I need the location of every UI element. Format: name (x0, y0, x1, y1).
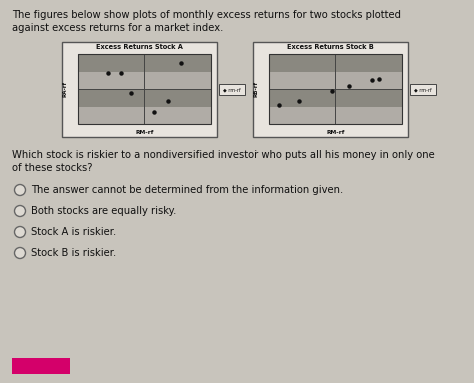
Text: RA-rf: RA-rf (63, 81, 67, 97)
Text: RM-rf: RM-rf (326, 130, 345, 135)
Text: Both stocks are equally risky.: Both stocks are equally risky. (31, 206, 176, 216)
FancyBboxPatch shape (269, 54, 402, 72)
FancyBboxPatch shape (12, 358, 70, 374)
Text: Excess Returns Stock B: Excess Returns Stock B (287, 44, 374, 50)
Circle shape (15, 226, 26, 237)
Text: ◆ rm-rf: ◆ rm-rf (223, 87, 241, 92)
Text: The figures below show plots of monthly excess returns for two stocks plotted: The figures below show plots of monthly … (12, 10, 401, 20)
Text: Stock B is riskier.: Stock B is riskier. (31, 248, 116, 258)
FancyBboxPatch shape (78, 54, 211, 72)
Circle shape (15, 247, 26, 259)
FancyBboxPatch shape (253, 42, 408, 137)
FancyBboxPatch shape (62, 42, 217, 137)
Text: ◆ rm-rf: ◆ rm-rf (414, 87, 432, 92)
Text: Excess Returns Stock A: Excess Returns Stock A (96, 44, 183, 50)
Circle shape (15, 206, 26, 216)
FancyBboxPatch shape (78, 72, 211, 89)
Text: Which stock is riskier to a nondiversified investoṙ who puts all his money in o: Which stock is riskier to a nondiversifi… (12, 150, 435, 160)
Text: The answer cannot be determined from the information given.: The answer cannot be determined from the… (31, 185, 343, 195)
Text: against excess returns for a market index.: against excess returns for a market inde… (12, 23, 223, 33)
FancyBboxPatch shape (269, 72, 402, 89)
FancyBboxPatch shape (219, 84, 245, 95)
Circle shape (15, 185, 26, 195)
FancyBboxPatch shape (410, 84, 436, 95)
Text: of these stocks?: of these stocks? (12, 163, 92, 173)
FancyBboxPatch shape (269, 106, 402, 124)
Text: Stock A is riskier.: Stock A is riskier. (31, 227, 116, 237)
FancyBboxPatch shape (269, 89, 402, 106)
Text: RB-rf: RB-rf (254, 81, 258, 97)
FancyBboxPatch shape (78, 89, 211, 106)
Text: RM-rf: RM-rf (135, 130, 154, 135)
FancyBboxPatch shape (78, 106, 211, 124)
